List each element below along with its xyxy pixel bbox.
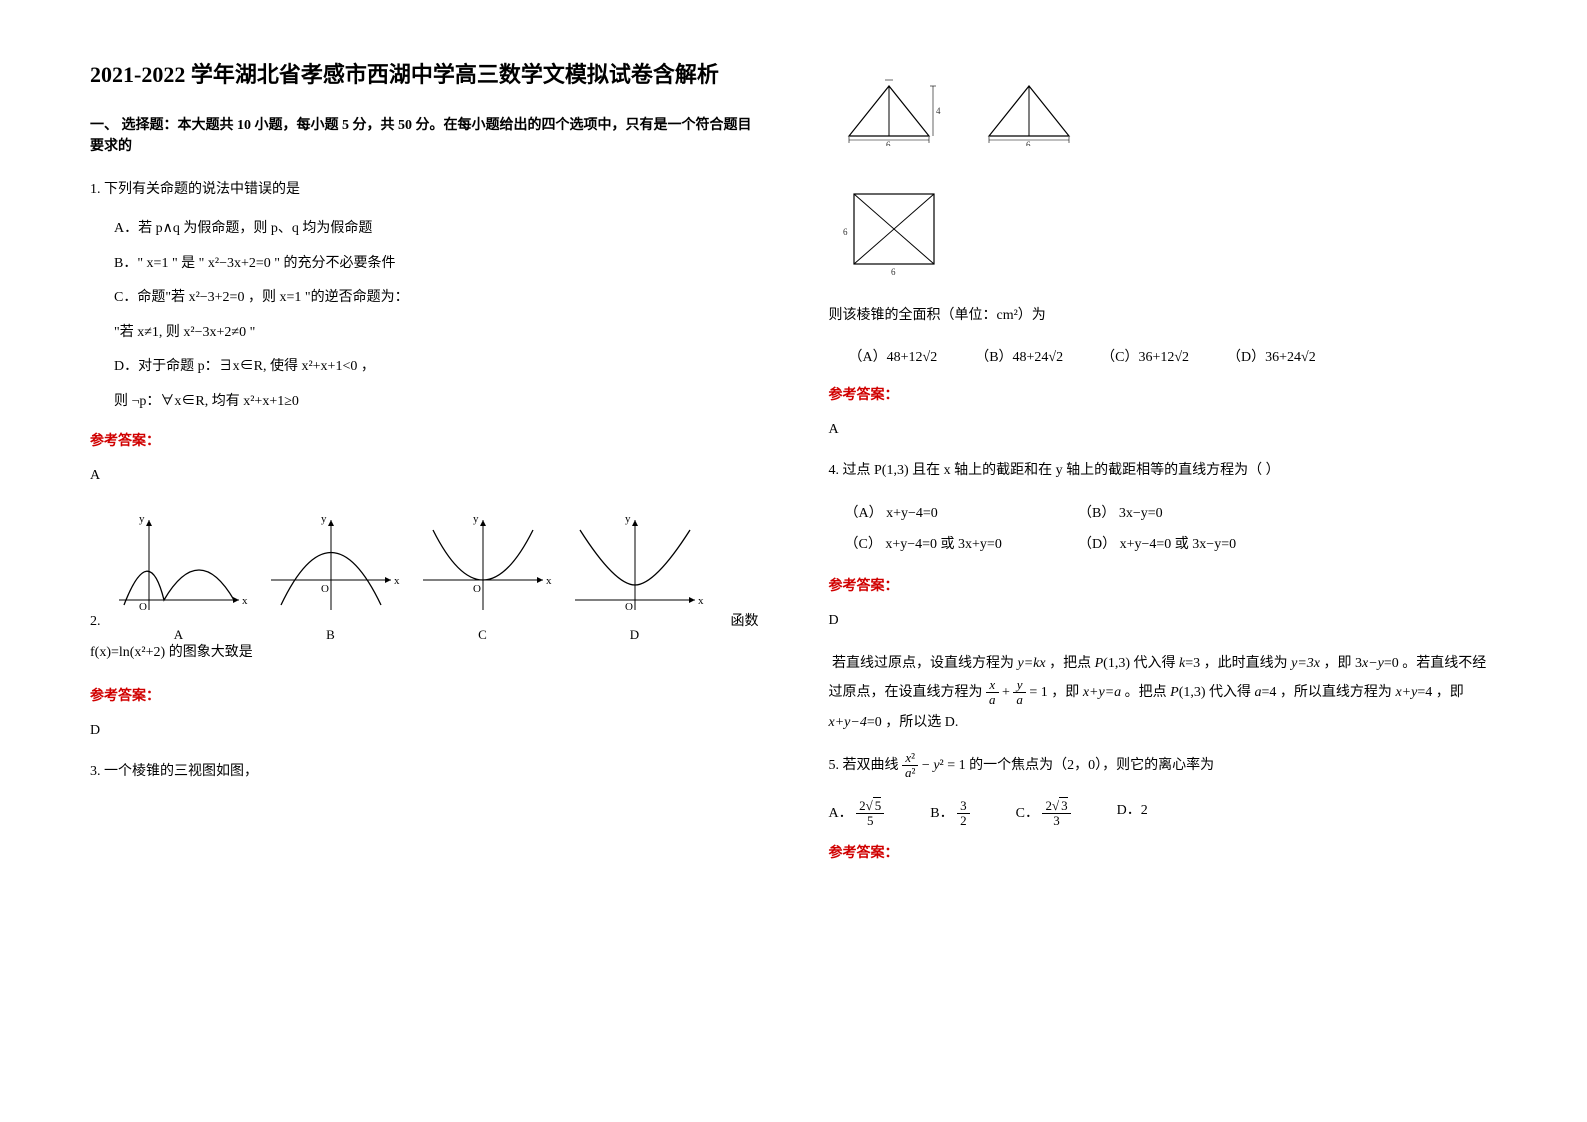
svg-text:O: O [139, 601, 147, 613]
q5-stem-suffix: 的一个焦点为（2，0），则它的离心率为 [969, 758, 1214, 773]
q1-optC-mid: x²−3+2=0 [189, 290, 245, 305]
q3-optD: （D）36+24√2 [1227, 346, 1316, 370]
svg-text:O: O [473, 583, 481, 595]
q2-label-C: C [413, 627, 553, 643]
q5-stem: 5. 若双曲线 x²a² − y² = 1 的一个焦点为（2，0），则它的离心率… [829, 751, 1498, 781]
q4-explain: 若直线过原点，设直线方程为 y=kx ，把点 P(1,3) 代入得 k=3 ，此… [829, 649, 1498, 737]
q5-optD: D．2 [1117, 799, 1148, 829]
q3-answer-label: 参考答案： [829, 384, 1498, 404]
q3-view-front: 6 4 [829, 66, 949, 151]
q1-optC-prefix: C．命题"若 [114, 290, 189, 305]
q2-label-D: D [565, 627, 705, 643]
q3-optA: （A）48+12√2 [849, 346, 938, 370]
q3-stem: 3. 一个棱锥的三视图如图， [90, 759, 759, 784]
q3-answer: A [829, 422, 1498, 438]
q5-stem-prefix: 5. 若双曲线 [829, 758, 903, 773]
q1-optD-suffix: ， [357, 359, 375, 374]
svg-text:6: 6 [1026, 140, 1031, 146]
q4-optB: （B） 3x−y=0 [1078, 506, 1163, 521]
q1-stem: 1. 下列有关命题的说法中错误的是 [90, 177, 759, 202]
q5-optB: B． 32 [930, 799, 969, 829]
q2-graph-A: x y O A [109, 510, 249, 620]
right-column: 6 4 6 6 6 则该棱锥的全面积（单 [829, 60, 1498, 1062]
svg-text:6: 6 [843, 227, 848, 237]
q2-answer-label: 参考答案： [90, 685, 759, 705]
q5-optA: A． 2√55 [829, 799, 885, 829]
q1-optC-line2: "若 x≠1, 则 x²−3x+2≠0 " [114, 320, 759, 347]
q2-stem-suffix: 函数 [731, 610, 759, 630]
q4-stem: 4. 过点 P(1,3) 且在 x 轴上的截距和在 y 轴上的截距相等的直线方程… [829, 458, 1498, 483]
q2-label-B: B [261, 627, 401, 643]
q1-optC-suffix: ，则 x=1 "的逆否命题为： [244, 290, 408, 305]
q4-optA: （A） x+y−4=0 [845, 499, 1075, 530]
q1-optB-suffix: " 的充分不必要条件 [271, 256, 396, 271]
svg-text:6: 6 [886, 140, 891, 146]
q2-stem-prefix: 2. [90, 614, 101, 630]
q2-graph-C: x y O C [413, 510, 553, 620]
svg-text:y: y [625, 513, 631, 525]
q3-optB: （B）48+24√2 [975, 346, 1063, 370]
svg-text:y: y [139, 513, 145, 525]
svg-text:x: x [242, 595, 248, 607]
q2-answer: D [90, 723, 759, 739]
exam-title: 2021-2022 学年湖北省孝感市西湖中学高三数学文模拟试卷含解析 [90, 60, 759, 91]
q2-graph-B: x y O B [261, 510, 401, 620]
q3-threeviews: 6 4 6 [829, 66, 1498, 151]
svg-text:x: x [698, 595, 704, 607]
q4-optD: （D） x+y−4=0 或 3x−y=0 [1078, 537, 1236, 552]
q3-view-side: 6 [969, 66, 1089, 151]
q1-optA: A．若 p∧q 为假命题，则 p、q 均为假命题 [114, 216, 759, 243]
q1-optD-mid: x²+x+1<0 [301, 359, 357, 374]
q3-view-top: 6 6 [829, 169, 959, 279]
q1-optD-line2: 则 ¬p：∀x∈R, 均有 x²+x+1≥0 [114, 389, 759, 416]
q5-answer-label: 参考答案： [829, 842, 1498, 862]
svg-text:O: O [321, 583, 329, 595]
q4-answer: D [829, 613, 1498, 629]
q4-answer-label: 参考答案： [829, 575, 1498, 595]
section1-heading: 一、 选择题：本大题共 10 小题，每小题 5 分，共 50 分。在每小题给出的… [90, 115, 759, 157]
q5-options: A． 2√55 B． 32 C． 2√33 D．2 [829, 799, 1498, 829]
svg-text:4: 4 [936, 106, 941, 116]
q5-optC: C． 2√33 [1016, 799, 1071, 829]
svg-text:x: x [546, 575, 552, 587]
q2-graphs: x y O A x y O B [109, 510, 725, 620]
q2-graph-D: x y O D [565, 510, 705, 620]
q3-optC: （C）36+12√2 [1101, 346, 1189, 370]
svg-text:x: x [394, 575, 400, 587]
q2-label-A: A [109, 627, 249, 643]
svg-text:y: y [473, 513, 479, 525]
q1-answer: A [90, 468, 759, 484]
q3-options: （A）48+12√2 （B）48+24√2 （C）36+12√2 （D）36+2… [849, 346, 1498, 370]
q1-optB-prefix: B．" x=1 " 是 " [114, 256, 208, 271]
left-column: 2021-2022 学年湖北省孝感市西湖中学高三数学文模拟试卷含解析 一、 选择… [90, 60, 759, 1062]
svg-text:6: 6 [891, 267, 896, 277]
q4-options: （A） x+y−4=0 （B） 3x−y=0 （C） x+y−4=0 或 3x+… [845, 499, 1498, 561]
q1-optB: B．" x=1 " 是 " x²−3x+2=0 " 的充分不必要条件 [114, 251, 759, 278]
q1-optC: C．命题"若 x²−3+2=0 ，则 x=1 "的逆否命题为： [114, 285, 759, 312]
q1-optD: D．对于命题 p：∃x∈R, 使得 x²+x+1<0 ， [114, 354, 759, 381]
q1-answer-label: 参考答案： [90, 430, 759, 450]
q1-optB-mid: x²−3x+2=0 [208, 256, 271, 271]
svg-text:y: y [321, 513, 327, 525]
svg-text:O: O [625, 601, 633, 613]
q1-optD-prefix: D．对于命题 p：∃x∈R, 使得 [114, 359, 301, 374]
q4-optC: （C） x+y−4=0 或 3x+y=0 [845, 530, 1075, 561]
q2-line2: f(x)=ln(x²+2) 的图象大致是 [90, 640, 759, 665]
q3-mid: 则该棱锥的全面积（单位：cm²）为 [829, 303, 1498, 328]
